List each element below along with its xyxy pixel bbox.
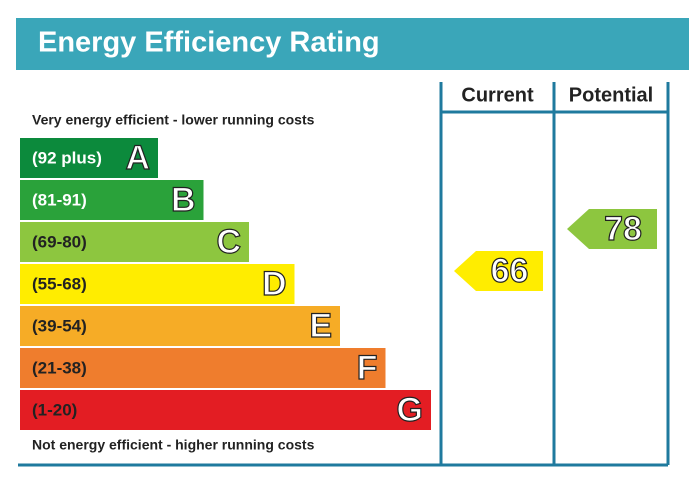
band-letter: E	[309, 307, 332, 345]
band-letter: C	[216, 223, 241, 261]
rating-value: 78	[604, 210, 642, 248]
band-letter: D	[262, 265, 287, 303]
band	[20, 348, 386, 388]
band-letter: A	[125, 139, 150, 177]
frame	[18, 82, 670, 467]
band	[20, 138, 158, 178]
rating-value: 66	[491, 252, 529, 290]
band-range: (81-91)	[32, 190, 87, 209]
band-range: (69-80)	[32, 232, 87, 251]
band-letter: B	[171, 181, 196, 219]
band-range: (55-68)	[32, 274, 87, 293]
rating-arrow	[567, 209, 657, 249]
band-letter: G	[397, 391, 423, 429]
band-range: (21-38)	[32, 358, 87, 377]
band	[20, 180, 204, 220]
title-bar	[16, 18, 689, 70]
column-header: Current	[461, 84, 534, 106]
band-letter: F	[357, 349, 378, 387]
band-range: (92 plus)	[32, 148, 102, 167]
top-note: Very energy efficient - lower running co…	[32, 112, 315, 128]
band-range: (39-54)	[32, 316, 87, 335]
bottom-note: Not energy efficient - higher running co…	[32, 437, 315, 453]
band	[20, 264, 295, 304]
band	[20, 306, 340, 346]
band-range: (1-20)	[32, 400, 77, 419]
band	[20, 222, 249, 262]
chart-title: Energy Efficiency Rating	[38, 27, 380, 59]
rating-arrow	[454, 251, 543, 291]
band	[20, 390, 431, 430]
column-header: Potential	[569, 84, 653, 106]
